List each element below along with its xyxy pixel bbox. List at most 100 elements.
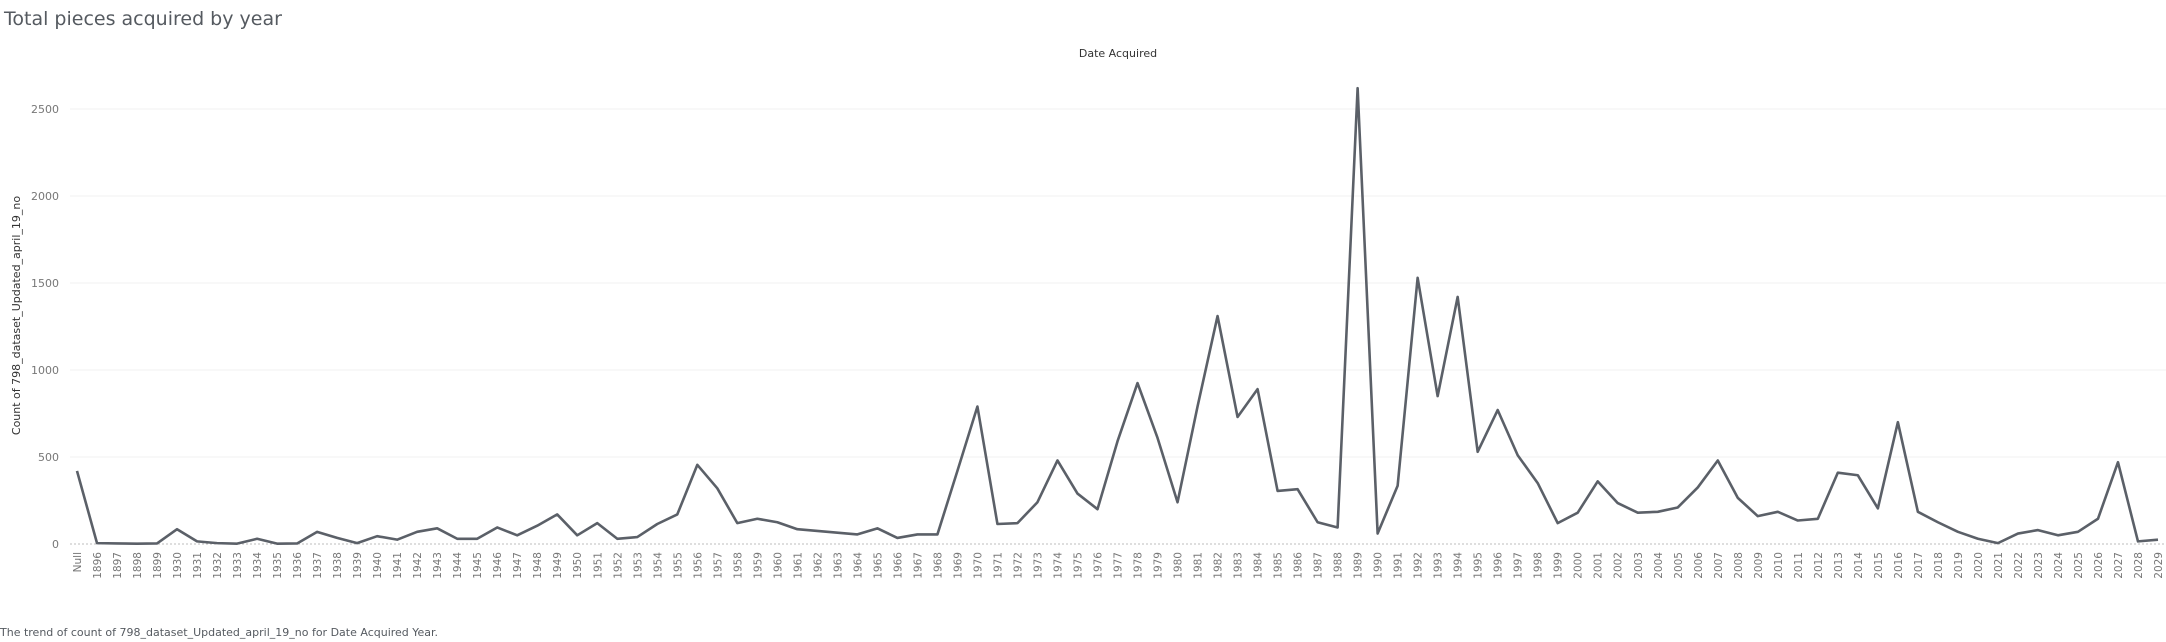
y-tick-label: 1000 bbox=[31, 364, 59, 377]
x-tick-label: 1999 bbox=[1553, 552, 1565, 579]
x-tick-label: 2000 bbox=[1573, 552, 1585, 579]
x-tick-label: 1997 bbox=[1513, 552, 1525, 579]
x-tick-label: 2025 bbox=[2073, 552, 2085, 579]
x-tick-label: 1942 bbox=[412, 552, 424, 579]
x-tick-label: 2029 bbox=[2153, 552, 2165, 579]
x-tick-label: 1969 bbox=[952, 552, 964, 579]
x-tick-label: 1980 bbox=[1173, 552, 1185, 579]
x-tick-label: 1959 bbox=[752, 552, 764, 579]
page-title: Total pieces acquired by year bbox=[4, 8, 282, 30]
x-tick-label: 1984 bbox=[1253, 552, 1265, 579]
x-tick-label: 1983 bbox=[1233, 552, 1245, 579]
x-tick-label: 2026 bbox=[2093, 552, 2105, 579]
y-tick-label: 0 bbox=[52, 538, 59, 551]
x-tick-label: 1970 bbox=[972, 552, 984, 579]
x-tick-label: 1952 bbox=[612, 552, 624, 579]
x-tick-label: 1981 bbox=[1193, 552, 1205, 579]
x-tick-label: 1988 bbox=[1333, 552, 1345, 579]
x-tick-label: 2021 bbox=[1993, 552, 2005, 579]
x-tick-label: 2002 bbox=[1613, 552, 1625, 579]
x-tick-label: 1897 bbox=[112, 552, 124, 579]
x-tick-label: 1977 bbox=[1113, 552, 1125, 579]
x-tick-label: 1996 bbox=[1493, 552, 1505, 579]
x-tick-label: 1953 bbox=[632, 552, 644, 579]
x-tick-label: 2010 bbox=[1773, 552, 1785, 579]
x-tick-label: 1973 bbox=[1032, 552, 1044, 579]
x-tick-label: 1936 bbox=[292, 552, 304, 579]
x-tick-label: 2015 bbox=[1873, 552, 1885, 579]
x-tick-label: 1898 bbox=[132, 552, 144, 579]
x-tick-label: 2018 bbox=[1933, 552, 1945, 579]
x-tick-label: 1950 bbox=[572, 552, 584, 579]
x-tick-label: 1987 bbox=[1313, 552, 1325, 579]
x-tick-label: 1946 bbox=[492, 552, 504, 579]
x-tick-label: 1941 bbox=[392, 552, 404, 579]
x-tick-label: 1964 bbox=[852, 552, 864, 579]
x-tick-label: 1933 bbox=[232, 552, 244, 579]
x-tick-label: 1974 bbox=[1052, 552, 1064, 579]
series-line bbox=[75, 86, 2159, 545]
x-tick-label: 1989 bbox=[1353, 552, 1365, 579]
x-tick-label: 1947 bbox=[512, 552, 524, 579]
x-tick-label: 1985 bbox=[1273, 552, 1285, 579]
x-tick-label: 1944 bbox=[452, 552, 464, 579]
x-tick-label: 1937 bbox=[312, 552, 324, 579]
x-tick-label: 1963 bbox=[832, 552, 844, 579]
x-tick-label: 1967 bbox=[912, 552, 924, 579]
x-tick-label: 1930 bbox=[172, 552, 184, 579]
x-tick-label: 1978 bbox=[1133, 552, 1145, 579]
x-tick-label: 1976 bbox=[1092, 552, 1104, 579]
x-tick-label: 1990 bbox=[1373, 552, 1385, 579]
x-tick-label: 1982 bbox=[1213, 552, 1225, 579]
x-tick-label: 1958 bbox=[732, 552, 744, 579]
x-tick-label: 1972 bbox=[1012, 552, 1024, 579]
x-tick-label: 1968 bbox=[932, 552, 944, 579]
x-tick-label: 1992 bbox=[1413, 552, 1425, 579]
x-tick-label: 1960 bbox=[772, 552, 784, 579]
x-tick-label: 1931 bbox=[192, 552, 204, 579]
y-tick-label: 2500 bbox=[31, 103, 59, 116]
x-tick-label: 1966 bbox=[892, 552, 904, 579]
x-tick-label: 2012 bbox=[1813, 552, 1825, 579]
x-tick-label: 1986 bbox=[1293, 552, 1305, 579]
x-tick-label: 2022 bbox=[2013, 552, 2025, 579]
x-axis-ticks: Null 1896 1897 1898 1899 1930 1931 1932 1933 1934… bbox=[72, 552, 2165, 579]
x-tick-label: 1975 bbox=[1072, 552, 1084, 579]
x-tick-label: 1899 bbox=[152, 552, 164, 579]
x-tick-label: 1993 bbox=[1433, 552, 1445, 579]
x-tick-label: 1896 bbox=[92, 552, 104, 579]
x-axis-header-label: Date Acquired bbox=[1079, 47, 1157, 60]
x-tick-label: 2023 bbox=[2033, 552, 2045, 579]
x-tick-label: 2019 bbox=[1953, 552, 1965, 579]
x-tick-label: 1949 bbox=[552, 552, 564, 579]
x-tick-label: 1939 bbox=[352, 552, 364, 579]
x-tick-label: 2020 bbox=[1973, 552, 1985, 579]
x-tick-label: 2006 bbox=[1693, 552, 1705, 579]
x-tick-label: Null bbox=[72, 552, 84, 572]
x-tick-label: 2028 bbox=[2133, 552, 2145, 579]
y-tick-label: 1500 bbox=[31, 277, 59, 290]
x-tick-label: 1998 bbox=[1533, 552, 1545, 579]
x-tick-label: 1994 bbox=[1453, 552, 1465, 579]
x-tick-label: 2016 bbox=[1893, 552, 1905, 579]
x-tick-label: 1956 bbox=[692, 552, 704, 579]
x-tick-label: 1948 bbox=[532, 552, 544, 579]
x-tick-label: 2027 bbox=[2113, 552, 2125, 579]
x-tick-label: 1971 bbox=[992, 552, 1004, 579]
x-tick-label: 2011 bbox=[1793, 552, 1805, 579]
x-tick-label: 2008 bbox=[1733, 552, 1745, 579]
x-tick-label: 2009 bbox=[1753, 552, 1765, 579]
x-tick-label: 1943 bbox=[432, 552, 444, 579]
x-tick-label: 1961 bbox=[792, 552, 804, 579]
x-tick-label: 1965 bbox=[872, 552, 884, 579]
y-tick-label: 500 bbox=[38, 451, 59, 464]
chart-caption: The trend of count of 798_dataset_Update… bbox=[0, 626, 439, 639]
x-tick-label: 1995 bbox=[1473, 552, 1485, 579]
x-tick-label: 1945 bbox=[472, 552, 484, 579]
x-tick-label: 2007 bbox=[1713, 552, 1725, 579]
x-tick-label: 1955 bbox=[672, 552, 684, 579]
x-tick-label: 1957 bbox=[712, 552, 724, 579]
line-chart: Date Acquired Count of 798_dataset_Updat… bbox=[10, 47, 2166, 579]
x-tick-label: 1935 bbox=[272, 552, 284, 579]
gridlines bbox=[70, 108, 2166, 545]
